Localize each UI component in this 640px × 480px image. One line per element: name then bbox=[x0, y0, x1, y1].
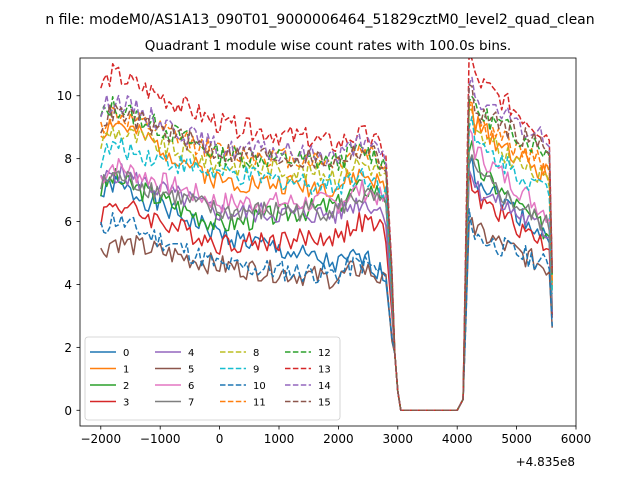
series-line-9 bbox=[100, 115, 553, 412]
legend-label-6: 6 bbox=[188, 381, 194, 392]
legend-label-8: 8 bbox=[253, 348, 259, 359]
x-tick-label: −1000 bbox=[140, 432, 181, 446]
y-tick-label: 8 bbox=[64, 152, 72, 166]
series-line-12 bbox=[100, 95, 553, 412]
x-tick-label: −2000 bbox=[80, 432, 121, 446]
y-tick-label: 0 bbox=[64, 404, 72, 418]
series-line-6 bbox=[100, 127, 553, 412]
series-line-0 bbox=[100, 156, 553, 412]
legend-label-2: 2 bbox=[123, 381, 129, 392]
legend-label-13: 13 bbox=[318, 364, 331, 375]
x-tick-label: 1000 bbox=[264, 432, 295, 446]
y-tick-label: 4 bbox=[64, 278, 72, 292]
series-line-4 bbox=[100, 163, 553, 412]
x-tick-label: 3000 bbox=[383, 432, 414, 446]
y-tick-label: 10 bbox=[57, 89, 72, 103]
legend-label-12: 12 bbox=[318, 348, 331, 359]
series-line-15 bbox=[100, 83, 553, 412]
legend-label-11: 11 bbox=[253, 397, 266, 408]
y-tick-label: 6 bbox=[64, 215, 72, 229]
y-tick-label: 2 bbox=[64, 341, 72, 355]
series-line-3 bbox=[100, 169, 553, 412]
series-line-14 bbox=[100, 76, 553, 412]
series-line-1 bbox=[100, 100, 553, 412]
axes-frame bbox=[79, 57, 577, 427]
legend-label-5: 5 bbox=[188, 364, 194, 375]
x-axis-offset-text: +4.835e8 bbox=[516, 455, 575, 469]
series-line-7 bbox=[100, 154, 553, 412]
legend-box bbox=[84, 336, 341, 421]
legend-label-3: 3 bbox=[123, 397, 129, 408]
x-tick-label: 4000 bbox=[442, 432, 473, 446]
plot-area bbox=[79, 57, 577, 427]
series-line-10 bbox=[100, 208, 553, 412]
legend-label-1: 1 bbox=[123, 364, 129, 375]
figure-suptitle: n file: modeM0/AS1A13_090T01_9000006464_… bbox=[45, 12, 594, 28]
series-line-2 bbox=[100, 140, 553, 412]
legend-label-0: 0 bbox=[123, 348, 129, 359]
series-line-5 bbox=[100, 216, 553, 412]
legend-label-9: 9 bbox=[253, 364, 259, 375]
x-tick-label: 5000 bbox=[501, 432, 532, 446]
x-axis: −2000 −1000 0 1000 2000 3000 4000 5000 6000 bbox=[80, 426, 591, 446]
chart-title: Quadrant 1 module wise count rates with … bbox=[145, 38, 511, 54]
legend-label-10: 10 bbox=[253, 381, 266, 392]
x-tick-label: 0 bbox=[216, 432, 224, 446]
series-line-11 bbox=[100, 100, 553, 412]
x-tick-label: 6000 bbox=[561, 432, 592, 446]
y-axis: 0 2 4 6 8 10 bbox=[57, 89, 80, 418]
legend-label-14: 14 bbox=[318, 381, 331, 392]
x-tick-label: 2000 bbox=[323, 432, 354, 446]
series-line-13 bbox=[100, 58, 553, 412]
series-lines bbox=[100, 58, 553, 412]
legend-label-15: 15 bbox=[318, 397, 331, 408]
legend-label-4: 4 bbox=[188, 348, 194, 359]
legend-label-7: 7 bbox=[188, 397, 194, 408]
